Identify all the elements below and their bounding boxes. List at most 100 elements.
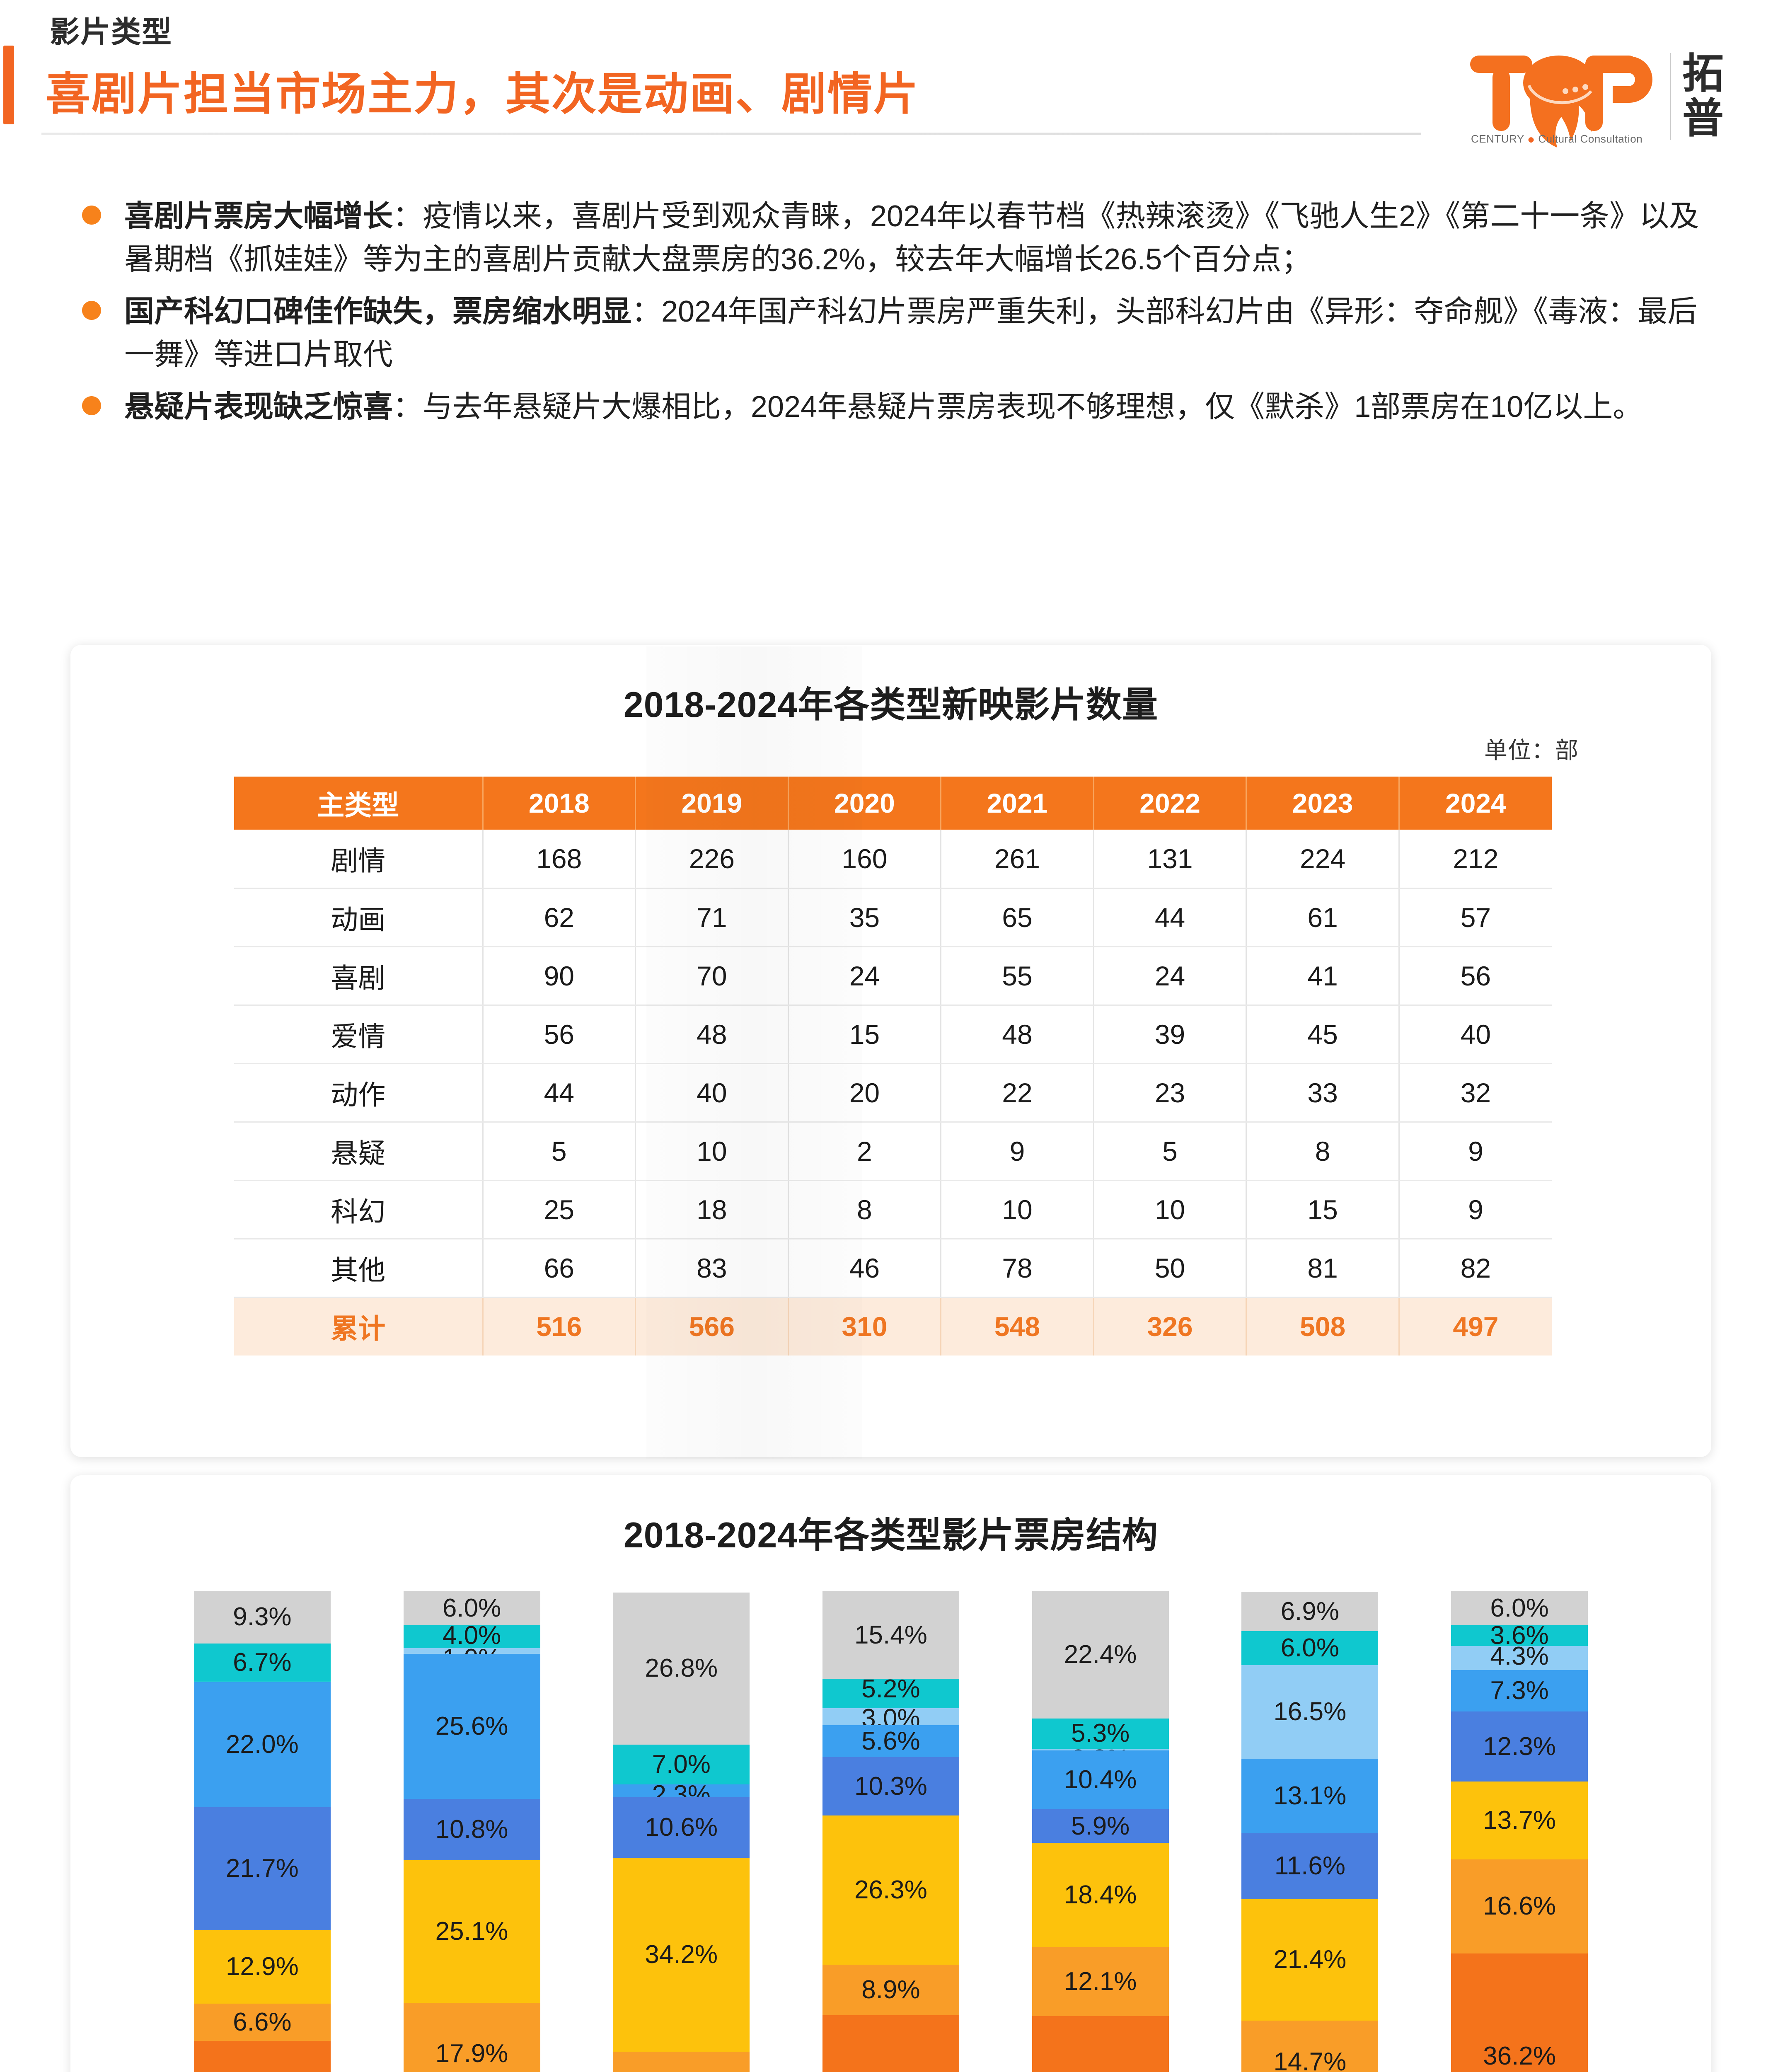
segment-value-label: 9.3% bbox=[233, 1602, 292, 1631]
bar-segment-爱情[interactable]: 5.3% bbox=[1032, 1718, 1169, 1749]
table-row-label: 科幻 bbox=[234, 1180, 484, 1239]
bar-segment-剧情[interactable]: 34.2% bbox=[613, 1857, 750, 2052]
bar-segment-动作[interactable]: 11.6% bbox=[1241, 1833, 1379, 1899]
bar-segment-动作[interactable]: 12.3% bbox=[1451, 1711, 1588, 1782]
bar-segment-悬疑[interactable]: 3.0% bbox=[822, 1706, 959, 1731]
bar-segment-剧情[interactable]: 18.4% bbox=[1032, 1842, 1169, 1947]
segment-value-label: 10.8% bbox=[435, 1815, 508, 1844]
segment-value-label: 10.6% bbox=[645, 1813, 718, 1842]
bullet-body: ：疫情以来，喜剧片受到观众青睐，2024年以春节档《热辣滚烫》《飞驰人生2》《第… bbox=[124, 200, 1699, 276]
bar-segment-爱情[interactable]: 3.6% bbox=[1451, 1621, 1588, 1650]
segment-value-label: 6.0% bbox=[1280, 1634, 1340, 1663]
bar-segment-科幻[interactable]: 22.0% bbox=[194, 1682, 331, 1807]
bar-segment-动画[interactable]: 17.9% bbox=[403, 2003, 540, 2072]
bar-segment-动画[interactable]: 14.7% bbox=[1241, 2020, 1379, 2072]
summary-bullets: 喜剧片票房大幅增长：疫情以来，喜剧片受到观众青睐，2024年以春节档《热辣滚烫》… bbox=[70, 195, 1711, 438]
bar-column-2024[interactable]: 6.0% 3.6% 4.3% 7.3% 12.3% 13.7% 16.6% 36.2% bbox=[1451, 1562, 1588, 2072]
bar-segment-其他[interactable]: 26.8% bbox=[613, 1592, 750, 1745]
bar-segment-剧情[interactable]: 12.9% bbox=[194, 1930, 331, 2004]
logo-tagline-left: CENTURY bbox=[1471, 132, 1524, 145]
table-row-label: 动画 bbox=[234, 888, 484, 947]
segment-value-label: 5.6% bbox=[861, 1726, 920, 1755]
bar-segment-动作[interactable]: 21.7% bbox=[194, 1807, 331, 1930]
bar-segment-其他[interactable]: 6.9% bbox=[1241, 1592, 1379, 1631]
table-cell: 46 bbox=[788, 1239, 942, 1298]
segment-value-label: 3.6% bbox=[1490, 1621, 1549, 1650]
table-cell: 261 bbox=[941, 830, 1094, 889]
bullet-item: 国产科幻口碑佳作缺失，票房缩水明显：2024年国产科幻片票房严重失利，头部科幻片… bbox=[70, 290, 1711, 376]
bar-segment-动画[interactable]: 16.6% bbox=[1451, 1859, 1588, 1954]
bar-segment-喜剧[interactable]: 36.2% bbox=[1451, 1953, 1588, 2072]
logo-tagline-right: Cultural Consultation bbox=[1538, 132, 1643, 145]
bar-segment-科幻[interactable]: 5.6% bbox=[822, 1725, 959, 1757]
segment-value-label: 8.9% bbox=[861, 1975, 920, 2004]
bar-segment-动作[interactable]: 10.6% bbox=[613, 1797, 750, 1858]
bar-column-2019[interactable]: 6.0%4.0%1.0%25.6%10.8%25.1%17.9%9.6% bbox=[403, 1562, 540, 2072]
table-cell: 9 bbox=[1399, 1180, 1552, 1239]
table-row: 科幻 25 18 8 10 10 15 9 bbox=[234, 1180, 1552, 1239]
bar-segment-喜剧[interactable]: 25.2% bbox=[1032, 2016, 1169, 2072]
bar-segment-科幻[interactable]: 25.6% bbox=[403, 1653, 540, 1799]
segment-value-label: 14.7% bbox=[1273, 2048, 1347, 2072]
bar-segment-动作[interactable]: 5.9% bbox=[1032, 1809, 1169, 1843]
bar-segment-爱情[interactable]: 5.2% bbox=[822, 1676, 959, 1709]
bar-segment-剧情[interactable]: 26.3% bbox=[822, 1815, 959, 1965]
bar-segment-动画[interactable]: 8.9% bbox=[822, 1965, 959, 2016]
top-logo-icon bbox=[1467, 46, 1657, 149]
bar-segment-科幻[interactable]: 2.3% bbox=[613, 1782, 750, 1807]
bar-segment-剧情[interactable]: 21.4% bbox=[1241, 1899, 1379, 2021]
bar-segment-动画[interactable]: 14.3% bbox=[613, 2052, 750, 2072]
table-cell: 55 bbox=[941, 946, 1094, 1006]
page-title: 喜剧片担当市场主力，其次是动画、剧情片 bbox=[46, 69, 920, 119]
table-row-label: 爱情 bbox=[234, 1005, 484, 1064]
table-col-header: 主类型 bbox=[234, 777, 484, 830]
table-cell: 44 bbox=[483, 1063, 636, 1123]
table-cell: 81 bbox=[1246, 1239, 1400, 1298]
bar-segment-其他[interactable]: 6.0% bbox=[1451, 1591, 1588, 1626]
chart-plot-area: 9.3%6.7%0.1%22.0%21.7%12.9%6.6%20.8%6.0%… bbox=[157, 1562, 1624, 2072]
bar-segment-其他[interactable]: 9.3% bbox=[194, 1590, 331, 1644]
bar-segment-科幻[interactable]: 7.3% bbox=[1451, 1670, 1588, 1712]
segment-value-label: 7.3% bbox=[1490, 1676, 1549, 1705]
bar-segment-悬疑[interactable]: 1.0% bbox=[403, 1646, 540, 1671]
table-title: 2018-2024年各类型新映影片数量 bbox=[623, 685, 1159, 725]
bar-segment-其他[interactable]: 15.4% bbox=[822, 1591, 959, 1679]
bar-column-2022[interactable]: 22.4%5.3%0.3%10.4%5.9%18.4%12.1%25.2% bbox=[1032, 1562, 1169, 2072]
bar-segment-悬疑[interactable]: 16.5% bbox=[1241, 1665, 1379, 1759]
bar-segment-爱情[interactable]: 7.0% bbox=[613, 1744, 750, 1784]
segment-value-label: 13.1% bbox=[1273, 1781, 1347, 1810]
bar-segment-剧情[interactable]: 13.7% bbox=[1451, 1781, 1588, 1859]
bar-segment-其他[interactable]: 22.4% bbox=[1032, 1591, 1169, 1719]
bar-segment-悬疑[interactable]: 4.3% bbox=[1451, 1643, 1588, 1670]
bullet-lead: 喜剧片票房大幅增长 bbox=[124, 200, 393, 233]
brand-logo: CENTURY ● Cultural Consultation 拓普 bbox=[1467, 46, 1753, 149]
bar-segment-剧情[interactable]: 25.1% bbox=[403, 1860, 540, 2003]
bar-segment-爱情[interactable]: 4.0% bbox=[403, 1623, 540, 1648]
bar-column-2020[interactable]: 26.8%7.0%2.3%10.6%34.2%14.3%4.6% bbox=[613, 1562, 750, 2072]
table-cell: 226 bbox=[635, 830, 789, 889]
bar-segment-其他[interactable]: 6.0% bbox=[403, 1591, 540, 1626]
table-row-label: 剧情 bbox=[234, 830, 484, 889]
bar-segment-动作[interactable]: 10.3% bbox=[822, 1757, 959, 1816]
segment-value-label: 15.4% bbox=[854, 1620, 927, 1649]
bar-segment-动画[interactable]: 6.6% bbox=[194, 2003, 331, 2041]
bar-segment-喜剧[interactable]: 20.8% bbox=[194, 2041, 331, 2072]
bar-column-2023[interactable]: 6.9%6.0%16.5%13.1%11.6%21.4%14.7%9.7% bbox=[1241, 1562, 1379, 2072]
segment-value-label: 36.2% bbox=[1483, 2042, 1556, 2071]
table-cell: 90 bbox=[483, 946, 636, 1006]
bar-column-2021[interactable]: 15.4% 5.2%3.0%5.6% 10.3% 26.3% 8.9% 25.3% bbox=[822, 1562, 959, 2072]
table-cell: 168 bbox=[483, 830, 636, 889]
bar-segment-科幻[interactable]: 13.1% bbox=[1241, 1759, 1379, 1833]
bar-segment-科幻[interactable]: 10.4% bbox=[1032, 1750, 1169, 1810]
bullet-lead: 悬疑片表现缺乏惊喜 bbox=[124, 390, 393, 424]
table-cell: 39 bbox=[1093, 1005, 1247, 1064]
bar-segment-动作[interactable]: 10.8% bbox=[403, 1799, 540, 1861]
table-cell: 41 bbox=[1246, 946, 1400, 1006]
table-col-header: 2019 bbox=[635, 777, 789, 830]
bar-segment-爱情[interactable]: 6.0% bbox=[1241, 1631, 1379, 1665]
bar-segment-动画[interactable]: 12.1% bbox=[1032, 1947, 1169, 2016]
bar-column-2018[interactable]: 9.3%6.7%0.1%22.0%21.7%12.9%6.6%20.8% bbox=[194, 1562, 331, 2072]
bar-segment-喜剧[interactable]: 25.3% bbox=[822, 2015, 959, 2072]
table-col-header: 2022 bbox=[1093, 777, 1247, 830]
bar-segment-爱情[interactable]: 6.7% bbox=[194, 1644, 331, 1682]
